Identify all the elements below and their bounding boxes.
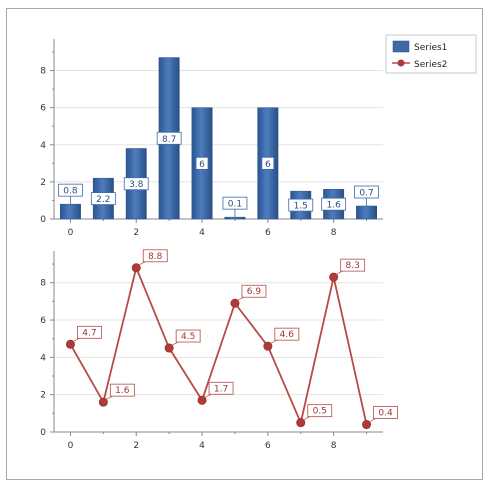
legend-series1-label: Series1 (414, 43, 447, 53)
legend-series1-swatch (392, 40, 410, 53)
data-point (230, 298, 240, 308)
data-label: 0.4 (378, 409, 393, 419)
x-tick-label: 6 (265, 441, 271, 451)
data-label: 4.7 (82, 328, 96, 338)
data-label: 6 (265, 160, 271, 170)
x-tick-label: 8 (331, 441, 337, 451)
data-label-connector (303, 416, 310, 420)
data-label-box (156, 131, 182, 145)
data-label: 8.7 (162, 135, 176, 145)
data-point (197, 395, 207, 405)
y-tick-label: 6 (40, 104, 46, 114)
data-label: 0.7 (359, 189, 373, 199)
x-tick-label: 6 (265, 228, 271, 238)
x-tick-label: 4 (199, 441, 205, 451)
legend: Series1 Series2 (385, 34, 477, 74)
data-point (164, 343, 174, 353)
data-label: 4.6 (280, 330, 295, 340)
data-point (98, 397, 108, 407)
data-label-box (222, 196, 248, 210)
data-label-connector (336, 270, 343, 275)
chart-canvas: 0 2 4 6 8 0 2 4 6 8 0.8 2.2 3.8 8.7 6 0.1 6 1.5 1.6 0.7 0 2 4… (40, 34, 477, 451)
data-label-box (354, 185, 379, 199)
data-label-box (109, 383, 135, 397)
data-label: 0.8 (63, 187, 78, 197)
data-label-box (288, 198, 314, 212)
bar-chart: 0 2 4 6 8 0 2 4 6 8 0.8 2.2 3.8 8.7 6 0.1 6 1.5 1.6 0.7 (40, 39, 383, 238)
data-label-box (175, 329, 201, 343)
data-label-box (90, 192, 116, 205)
line-chart: 0 2 4 6 8 0 2 4 6 8 4.7 1.6 8.8 4.5 1.7 6.9 4.6 0.5 8.3 0.4 (40, 249, 398, 451)
data-label-box (321, 197, 347, 211)
bar (356, 205, 377, 220)
data-label: 8.3 (345, 261, 359, 271)
y-tick-label: 0 (40, 215, 46, 225)
x-tick-label: 8 (331, 228, 337, 238)
bar (224, 216, 246, 220)
y-tick-label: 4 (40, 141, 46, 151)
data-point (329, 272, 339, 282)
x-tick-label: 0 (68, 228, 74, 238)
data-point (131, 263, 141, 273)
data-label-connector (139, 261, 146, 266)
data-label-box (142, 249, 168, 263)
data-label: 6 (199, 160, 205, 170)
data-label: 1.6 (115, 386, 130, 396)
data-label-box (241, 284, 267, 298)
x-tick-label: 0 (68, 441, 74, 451)
y-tick-label: 2 (40, 178, 46, 188)
data-label-connector (204, 393, 212, 398)
data-label-box (123, 177, 149, 191)
x-tick-label: 2 (133, 228, 139, 238)
data-label-box (261, 156, 275, 170)
legend-series2-marker (397, 59, 405, 67)
y-tick-label: 6 (40, 316, 46, 326)
y-tick-label: 8 (40, 67, 46, 77)
data-label: 4.5 (181, 332, 195, 342)
data-label-box (208, 381, 234, 395)
data-point (296, 418, 306, 428)
y-tick-label: 4 (40, 353, 46, 363)
series-line (69, 264, 368, 426)
data-label: 1.7 (214, 384, 228, 394)
data-label-box (340, 258, 366, 272)
legend-series2-label: Series2 (414, 60, 447, 70)
data-label: 1.5 (294, 202, 308, 212)
data-label-box (58, 183, 83, 197)
data-label-connector (237, 296, 245, 301)
data-label-box (307, 404, 333, 418)
bar (60, 203, 81, 220)
data-point (362, 420, 372, 430)
data-label-connector (73, 337, 80, 342)
data-label: 1.6 (326, 201, 341, 211)
data-label: 0.1 (228, 200, 242, 210)
data-label-box (373, 406, 398, 419)
data-label-connector (171, 341, 179, 346)
data-label-connector (106, 395, 113, 400)
x-tick-label: 2 (133, 441, 139, 451)
data-label: 2.2 (96, 195, 110, 205)
data-label-box (195, 156, 209, 170)
x-tick-label: 4 (199, 228, 205, 238)
y-tick-label: 2 (40, 391, 46, 401)
data-label-box (77, 325, 102, 339)
y-tick-label: 0 (40, 428, 46, 438)
data-label-box (274, 327, 300, 341)
data-label-connector (270, 339, 278, 344)
data-label: 8.8 (148, 252, 163, 262)
data-label-connector (369, 418, 376, 422)
data-point (263, 341, 273, 351)
data-label: 6.9 (247, 287, 262, 297)
data-label: 0.5 (313, 407, 327, 417)
data-label: 3.8 (129, 180, 144, 190)
data-point (65, 339, 75, 349)
y-tick-label: 8 (40, 279, 46, 289)
chart-frame: 0 2 4 6 8 0 2 4 6 8 0.8 2.2 3.8 8.7 6 0.1 6 1.5 1.6 0.7 0 2 4… (6, 8, 483, 480)
